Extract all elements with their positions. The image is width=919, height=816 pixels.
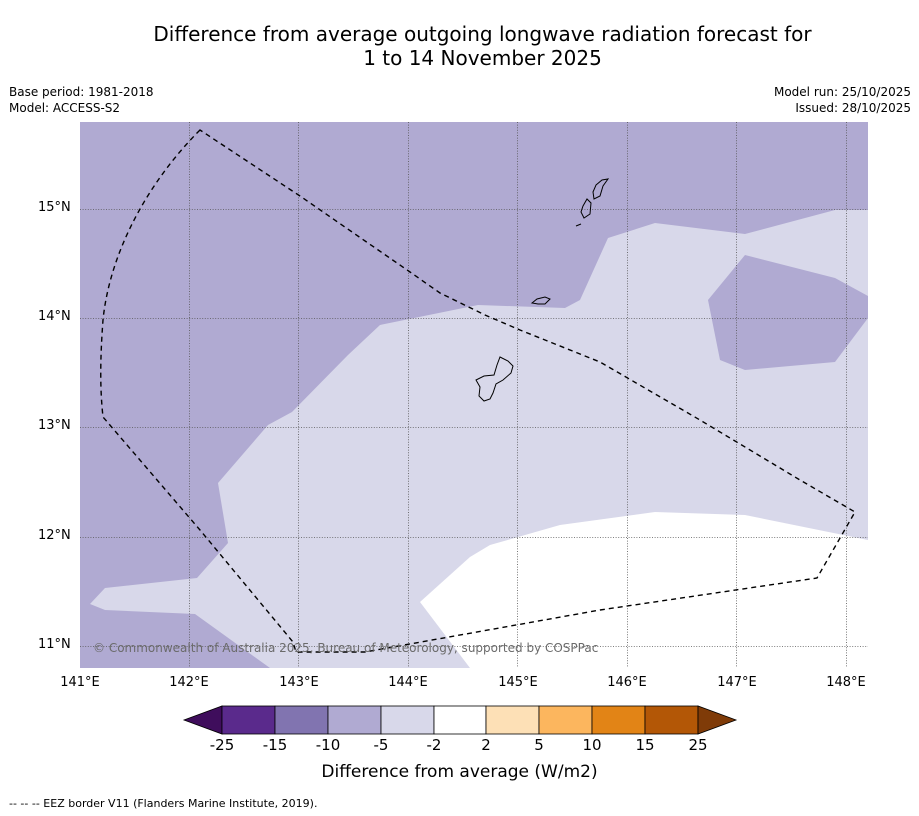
anomaly-blob-east <box>708 255 868 370</box>
island-guam <box>475 356 514 402</box>
meta-right: Model run: 25/10/2025 Issued: 28/10/2025 <box>774 84 911 116</box>
title-line-2: 1 to 14 November 2025 <box>363 46 602 70</box>
colorbar-segment-8 <box>591 705 646 735</box>
map-area <box>80 122 868 668</box>
map-title: Difference from average outgoing longwav… <box>0 22 919 70</box>
title-line-1: Difference from average outgoing longwav… <box>153 22 812 46</box>
colorbar-tick: 5 <box>534 736 544 754</box>
eez-footnote: -- -- -- EEZ border V11 (Flanders Marine… <box>9 797 318 810</box>
lon-label-145: 145°E <box>498 675 538 690</box>
colorbar-segment-6 <box>485 705 540 735</box>
colorbar-segment-1 <box>221 705 276 735</box>
lon-label-146: 146°E <box>607 675 647 690</box>
model-name: Model: ACCESS-S2 <box>9 101 121 115</box>
island-rota <box>530 296 551 305</box>
copyright-notice: © Commonwealth of Australia 2025, Bureau… <box>93 641 599 655</box>
colorbar-segment-3 <box>327 705 382 735</box>
colorbar-tick: 25 <box>688 736 708 754</box>
colorbar-tick: -5 <box>373 736 389 754</box>
lon-label-147: 147°E <box>717 675 757 690</box>
lat-label-14: 14°N <box>38 309 71 324</box>
graticule <box>80 122 868 668</box>
colorbar <box>182 705 738 735</box>
model-run: Model run: 25/10/2025 <box>773 85 911 99</box>
lat-label-11: 11°N <box>38 637 71 652</box>
issued-date: Issued: 28/10/2025 <box>795 101 911 115</box>
colorbar-segment-4 <box>380 705 435 735</box>
colorbar-label: Difference from average (W/m2) <box>321 762 598 782</box>
lon-label-141: 141°E <box>60 675 100 690</box>
anomaly-band-minus2-2 <box>420 512 868 668</box>
colorbar-segment-7 <box>538 705 593 735</box>
island-aguijan <box>575 223 582 227</box>
colorbar-arrow-low <box>182 705 223 735</box>
lon-label-144: 144°E <box>388 675 428 690</box>
lon-label-148: 148°E <box>826 675 866 690</box>
colorbar-tick: -10 <box>315 736 341 754</box>
lat-label-12: 12°N <box>38 528 71 543</box>
meta-left: Base period: 1981-2018 Model: ACCESS-S2 <box>9 84 154 116</box>
colorbar-tick: 10 <box>582 736 602 754</box>
colorbar-tick: 15 <box>635 736 655 754</box>
eez-border <box>100 129 856 653</box>
colorbar-tick: 2 <box>481 736 491 754</box>
island-saipan <box>592 178 610 200</box>
colorbar-tick: -25 <box>209 736 235 754</box>
lat-label-15: 15°N <box>38 200 71 215</box>
colorbar-segment-9 <box>644 705 699 735</box>
colorbar-segment-5 <box>433 705 487 735</box>
colorbar-tick: -2 <box>426 736 442 754</box>
lon-label-143: 143°E <box>279 675 319 690</box>
base-period: Base period: 1981-2018 <box>9 85 154 99</box>
colorbar-segment-2 <box>274 705 329 735</box>
colorbar-tick: -15 <box>262 736 288 754</box>
lat-label-13: 13°N <box>38 418 71 433</box>
colorbar-arrow-high <box>697 705 738 735</box>
island-tinian <box>580 198 592 219</box>
lon-label-142: 142°E <box>169 675 209 690</box>
